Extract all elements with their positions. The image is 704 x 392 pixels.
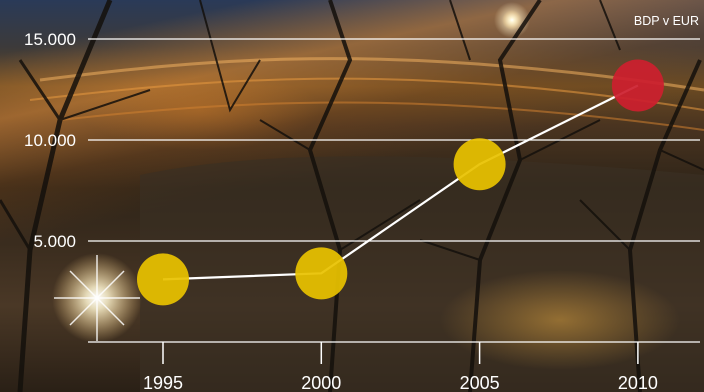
street-lamp: [502, 10, 522, 30]
unit-label: BDP v EUR: [634, 14, 699, 28]
data-point-1995: [137, 253, 189, 306]
series-line: [162, 84, 639, 281]
x-tick-label: 2000: [301, 373, 341, 392]
data-point-2000: [295, 247, 348, 300]
lamp-glow: [440, 270, 680, 370]
x-axis-ticks: [162, 342, 639, 364]
gridlines: [88, 38, 700, 242]
x-tick-label: 2005: [460, 373, 500, 392]
y-tick-label: 10.000: [24, 131, 76, 150]
data-point-2005: [453, 138, 506, 191]
light-trails: [29, 57, 704, 131]
x-axis-labels: 1995 2000 2005 2010: [143, 373, 658, 392]
star-rays: [54, 255, 140, 341]
data-point-2010: [611, 59, 664, 112]
x-tick-label: 2010: [618, 373, 658, 392]
y-tick-label: 5.000: [33, 232, 76, 251]
x-tick-label: 1995: [143, 373, 183, 392]
y-tick-label: 15.000: [24, 30, 76, 49]
y-axis-labels: 5.000 10.000 15.000: [24, 30, 76, 251]
data-points: [137, 59, 664, 306]
